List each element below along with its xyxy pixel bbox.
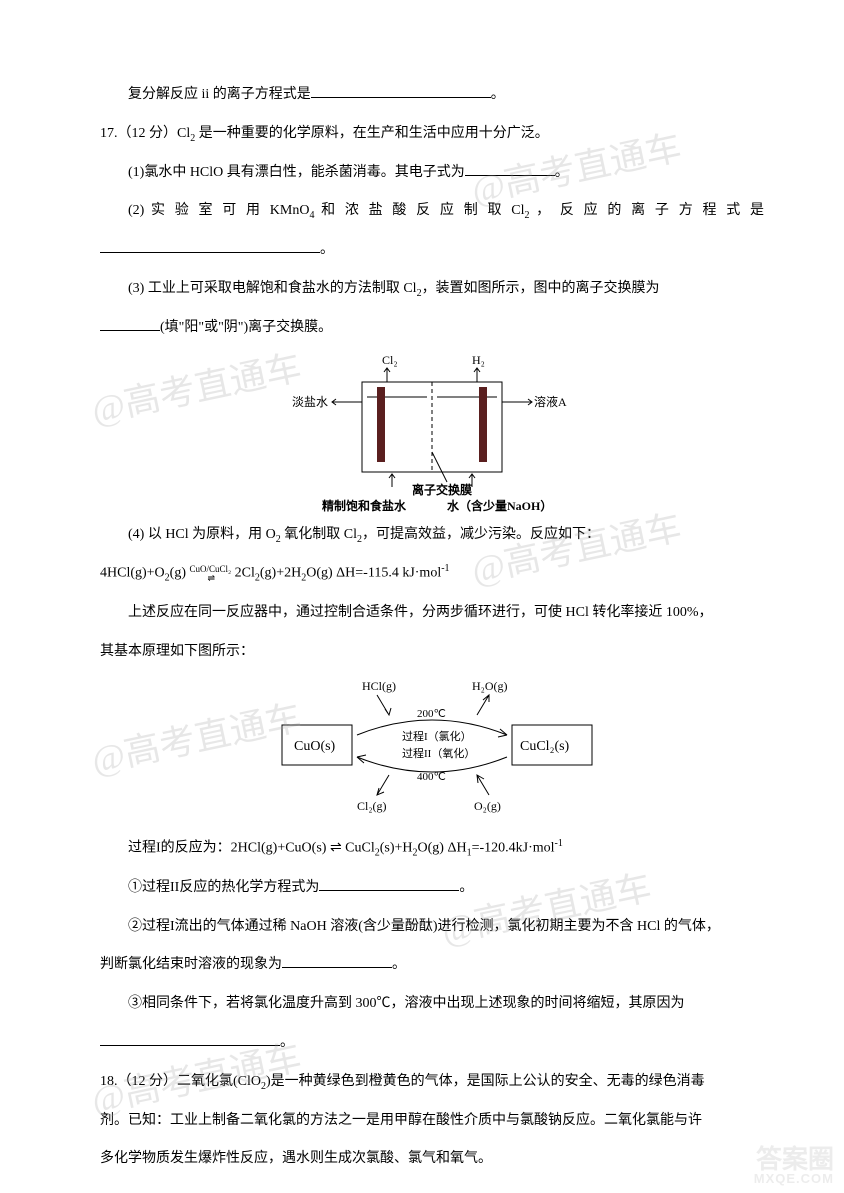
text: =-120.4kJ·mol: [472, 841, 555, 856]
superscript: -1: [441, 563, 449, 574]
text: (g): [170, 566, 186, 581]
label-left: 淡盐水: [292, 395, 328, 409]
text-line: (2) 实 验 室 可 用 KMnO4 和 浓 盐 酸 反 应 制 取 Cl2 …: [100, 196, 764, 227]
text: (g)+2H: [260, 566, 301, 581]
label-bottom-right: 水（含少量NaOH）: [447, 498, 552, 512]
text: 4HCl(g)+O: [100, 566, 165, 581]
text-line: 判断氯化结束时溶液的现象为 。: [100, 950, 764, 981]
text: 。: [320, 242, 334, 257]
text: 2Cl: [235, 566, 255, 581]
text: 。: [280, 1035, 294, 1050]
label-cl2: Cl₂: [382, 353, 398, 367]
text: 其基本原理如下图所示：: [100, 644, 254, 659]
text: 。: [491, 87, 505, 102]
text: ①过程II反应的热化学方程式为: [128, 880, 319, 895]
text-line: 过程I的反应为：2HCl(g)+CuO(s) ⇌ CuCl2(s)+H2O(g)…: [100, 833, 764, 864]
label-hcl: HCl(g): [362, 679, 396, 693]
proc1: 过程I（氯化）: [402, 729, 472, 743]
text: 是一种重要的化学原料，在生产和生活中应用十分广泛。: [195, 126, 549, 141]
text: 和 浓 盐 酸 反 应 制 取 Cl: [314, 203, 524, 218]
blank-fill: [465, 159, 555, 176]
temp1: 200℃: [417, 708, 446, 720]
footer-watermark: 答案圈 MXQE.COM: [754, 1146, 834, 1185]
text-line: (填"阳"或"阴")离子交换膜。: [100, 313, 764, 344]
text-line: ③相同条件下，若将氯化温度升高到 300℃，溶液中出现上述现象的时间将缩短，其原…: [100, 989, 764, 1020]
label-o2: O₂(g): [474, 799, 501, 813]
text: 判断氯化结束时溶液的现象为: [100, 957, 282, 972]
text: (1)氯水中 HClO 具有漂白性，能杀菌消毒。其电子式为: [128, 165, 465, 180]
text: ， 反 应 的 离 子 方 程 式 是: [529, 203, 764, 218]
text: 多化学物质发生爆炸性反应，遇水则生成次氯酸、氯气和氧气。: [100, 1151, 492, 1166]
text: (4) 以 HCl 为原料，用 O: [128, 527, 276, 542]
label-h2: H₂: [472, 353, 485, 367]
electrolysis-diagram: Cl₂ H₂ 淡盐水 溶液A 离子交换膜 精制饱和食盐水 水（含少量NaOH）: [282, 352, 582, 512]
text-line: 复分解反应 ii 的离子方程式是 。: [100, 80, 764, 111]
label-bottom-left: 精制饱和食盐水: [322, 498, 407, 512]
blank-fill: [311, 81, 491, 98]
text: (填"阳"或"阴")离子交换膜。: [160, 320, 332, 335]
text: (3) 工业上可采取电解饱和食盐水的方法制取 Cl: [128, 281, 417, 296]
blank-fill: [282, 952, 392, 969]
text-line: ②过程I流出的气体通过稀 NaOH 溶液(含少量酚酞)进行检测，氯化初期主要为不…: [100, 912, 764, 943]
label-right: 溶液A: [534, 394, 567, 409]
text: 。: [459, 880, 473, 895]
text: 过程I的反应为：2HCl(g)+CuO(s) ⇌ CuCl: [128, 841, 375, 856]
text-line: 多化学物质发生爆炸性反应，遇水则生成次氯酸、氯气和氧气。: [100, 1144, 764, 1175]
text: ，可提高效益，减少污染。反应如下：: [362, 527, 600, 542]
text: 氧化制取 Cl: [281, 527, 357, 542]
text: 17.（12 分）Cl: [100, 126, 190, 141]
blank-fill: [100, 1029, 280, 1046]
text-line: 其基本原理如下图所示：: [100, 637, 764, 668]
text-line: 17.（12 分）Cl2 是一种重要的化学原料，在生产和生活中应用十分广泛。: [100, 119, 764, 150]
equation-line: 4HCl(g)+O2(g) CuO/CuCl₂ ⇌ 2Cl2(g)+2H2O(g…: [100, 558, 764, 589]
text-line: (1)氯水中 HClO 具有漂白性，能杀菌消毒。其电子式为 。: [100, 158, 764, 189]
text-line: 。: [100, 235, 764, 266]
text-line: (3) 工业上可采取电解饱和食盐水的方法制取 Cl2，装置如图所示，图中的离子交…: [100, 274, 764, 305]
text: 。: [392, 957, 406, 972]
text: 上述反应在同一反应器中，通过控制合适条件，分两步循环进行，可使 HCl 转化率接…: [128, 605, 713, 620]
text: 复分解反应 ii 的离子方程式是: [128, 87, 311, 102]
text: O(g) ΔH: [418, 841, 467, 856]
blank-fill: [100, 236, 320, 253]
label-cl2: Cl₂(g): [357, 799, 387, 813]
text-line: 剂。已知：工业上制备二氧化氯的方法之一是用甲醇在酸性介质中与氯酸钠反应。二氧化氯…: [100, 1106, 764, 1137]
text-line: ①过程II反应的热化学方程式为 。: [100, 873, 764, 904]
footer-top: 答案圈: [756, 1144, 834, 1174]
proc2: 过程II（氧化）: [402, 746, 475, 760]
temp2: 400℃: [417, 771, 446, 783]
text: (s)+H: [380, 841, 413, 856]
text: ，装置如图所示，图中的离子交换膜为: [422, 281, 660, 296]
text-line: 。: [100, 1028, 764, 1059]
text: 。: [555, 165, 569, 180]
footer-bottom: MXQE.COM: [754, 1172, 834, 1185]
text: (2) 实 验 室 可 用 KMnO: [128, 203, 309, 218]
text-line: 18.（12 分）二氧化氯(ClO2)是一种黄绿色到橙黄色的气体，是国际上公认的…: [100, 1067, 764, 1098]
label-h2o: H₂O(g): [472, 679, 508, 693]
text: ②过程I流出的气体通过稀 NaOH 溶液(含少量酚酞)进行检测，氯化初期主要为不…: [128, 919, 720, 934]
text: 剂。已知：工业上制备二氧化氯的方法之一是用甲醇在酸性介质中与氯酸钠反应。二氧化氯…: [100, 1113, 702, 1128]
text-line: 上述反应在同一反应器中，通过控制合适条件，分两步循环进行，可使 HCl 转化率接…: [100, 598, 764, 629]
blank-fill: [319, 874, 459, 891]
blank-fill: [100, 314, 160, 331]
box-cucl2: CuCl₂(s): [520, 739, 570, 754]
text: )是一种黄绿色到橙黄色的气体，是国际上公认的安全、无毒的绿色消毒: [266, 1074, 705, 1089]
text: O(g) ΔH=-115.4 kJ·mol: [306, 566, 441, 581]
text: 18.（12 分）二氧化氯(ClO: [100, 1074, 261, 1089]
watermark: @高考直通车: [84, 329, 309, 451]
label-membrane: 离子交换膜: [412, 482, 472, 497]
superscript: -1: [555, 838, 563, 849]
box-cuO: CuO(s): [294, 739, 336, 754]
cycle-diagram: HCl(g) H₂O(g) CuO(s) CuCl₂(s) 200℃ 过程I（氯…: [262, 675, 602, 825]
text-line: (4) 以 HCl 为原料，用 O2 氧化制取 Cl2，可提高效益，减少污染。反…: [100, 520, 764, 551]
text: ③相同条件下，若将氯化温度升高到 300℃，溶液中出现上述现象的时间将缩短，其原…: [128, 996, 685, 1011]
